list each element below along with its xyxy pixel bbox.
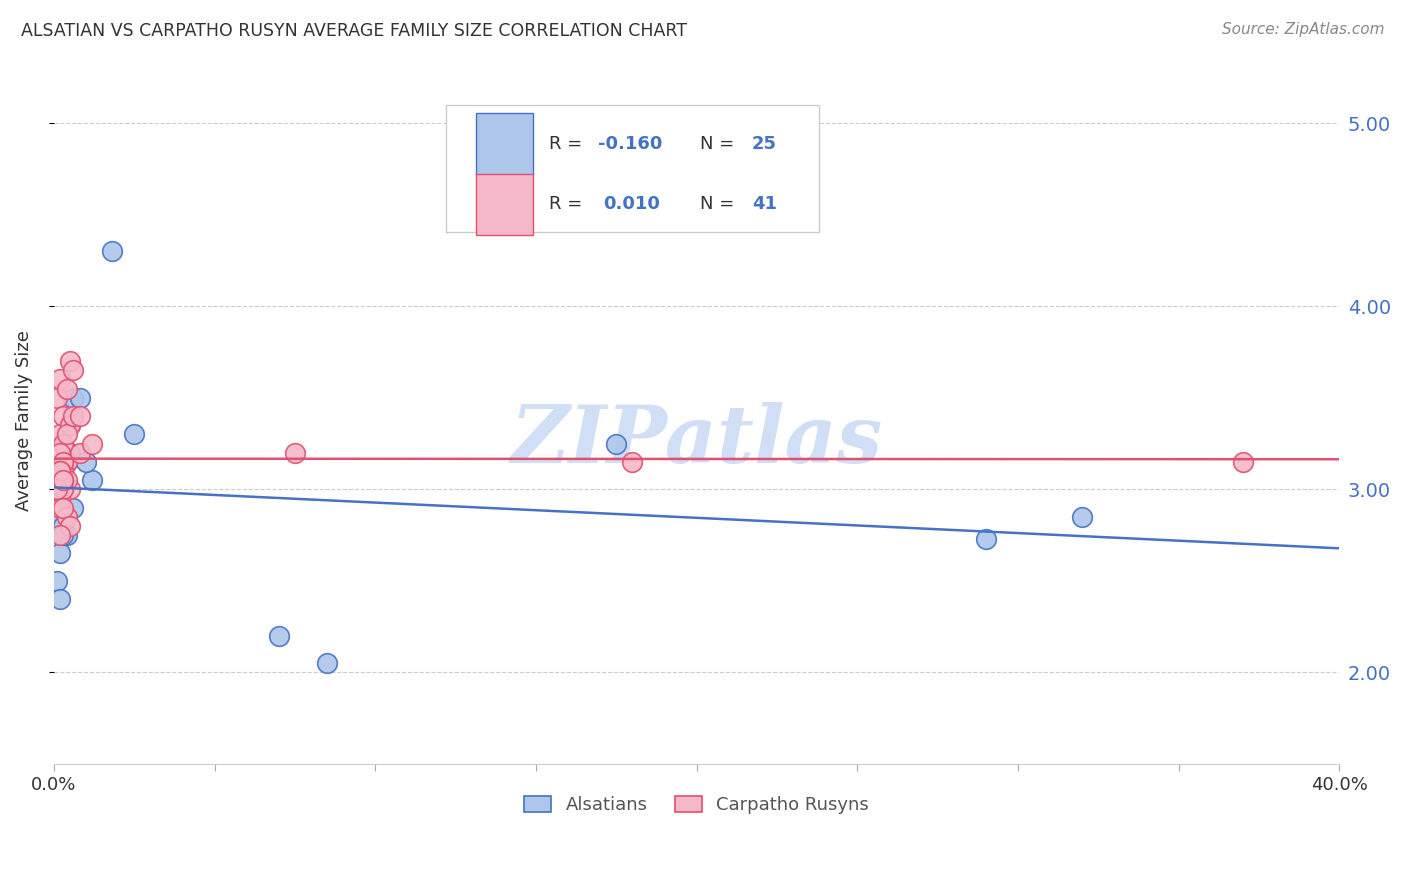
Text: 0.010: 0.010	[603, 195, 659, 213]
Point	[52, 409, 75, 423]
Point	[69, 445, 91, 459]
Point	[62, 500, 84, 515]
Point	[621, 455, 644, 469]
Point	[69, 391, 91, 405]
Point	[49, 464, 72, 478]
Point	[59, 483, 82, 497]
Point	[46, 509, 69, 524]
Point	[49, 546, 72, 560]
Text: Source: ZipAtlas.com: Source: ZipAtlas.com	[1222, 22, 1385, 37]
Text: 25: 25	[752, 136, 778, 153]
Text: R =: R =	[548, 195, 593, 213]
Point	[52, 473, 75, 487]
Point	[52, 464, 75, 478]
Point	[59, 418, 82, 433]
Point	[49, 427, 72, 442]
Point	[267, 629, 290, 643]
Text: ALSATIAN VS CARPATHO RUSYN AVERAGE FAMILY SIZE CORRELATION CHART: ALSATIAN VS CARPATHO RUSYN AVERAGE FAMIL…	[21, 22, 688, 40]
Point	[49, 464, 72, 478]
Y-axis label: Average Family Size: Average Family Size	[15, 330, 32, 511]
Point	[55, 455, 77, 469]
Point	[52, 473, 75, 487]
FancyBboxPatch shape	[475, 174, 533, 235]
Point	[82, 473, 104, 487]
Point	[55, 427, 77, 442]
Text: N =: N =	[700, 195, 741, 213]
Text: R =: R =	[548, 136, 588, 153]
Point	[69, 409, 91, 423]
Point	[62, 391, 84, 405]
Point	[52, 500, 75, 515]
Point	[122, 427, 145, 442]
FancyBboxPatch shape	[446, 105, 818, 232]
Point	[52, 436, 75, 450]
Point	[59, 418, 82, 433]
Point	[52, 528, 75, 542]
Point	[316, 656, 339, 670]
Point	[46, 483, 69, 497]
Point	[75, 455, 97, 469]
Point	[46, 574, 69, 588]
Point	[52, 455, 75, 469]
Point	[49, 473, 72, 487]
Point	[49, 483, 72, 497]
Point	[49, 445, 72, 459]
Point	[62, 363, 84, 377]
Point	[100, 244, 122, 259]
Point	[46, 473, 69, 487]
Point	[55, 528, 77, 542]
Point	[46, 483, 69, 497]
Point	[55, 509, 77, 524]
Point	[49, 528, 72, 542]
Text: N =: N =	[700, 136, 741, 153]
Point	[46, 473, 69, 487]
Point	[62, 409, 84, 423]
Text: ZIPatlas: ZIPatlas	[510, 402, 883, 480]
Legend: Alsatians, Carpatho Rusyns: Alsatians, Carpatho Rusyns	[515, 787, 879, 823]
Point	[52, 464, 75, 478]
Point	[49, 464, 72, 478]
Point	[605, 436, 627, 450]
Point	[82, 436, 104, 450]
Point	[49, 372, 72, 386]
Point	[46, 391, 69, 405]
Point	[52, 519, 75, 533]
Point	[52, 483, 75, 497]
Point	[55, 473, 77, 487]
Text: -0.160: -0.160	[598, 136, 662, 153]
Point	[59, 519, 82, 533]
Text: 41: 41	[752, 195, 778, 213]
Point	[55, 382, 77, 396]
FancyBboxPatch shape	[475, 113, 533, 175]
Point	[49, 491, 72, 506]
Point	[1071, 509, 1094, 524]
Point	[49, 592, 72, 607]
Point	[52, 455, 75, 469]
Point	[59, 354, 82, 368]
Point	[974, 532, 997, 546]
Point	[284, 445, 307, 459]
Point	[59, 445, 82, 459]
Point	[52, 464, 75, 478]
Point	[49, 500, 72, 515]
Point	[1232, 455, 1254, 469]
Point	[55, 455, 77, 469]
